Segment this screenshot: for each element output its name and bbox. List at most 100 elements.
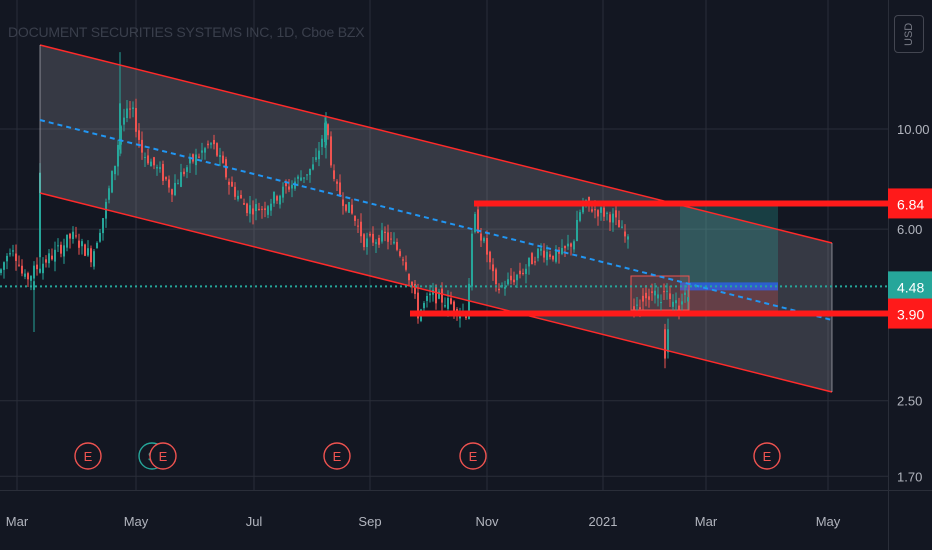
candle-body: [537, 248, 539, 259]
candle-body: [255, 204, 257, 212]
candle-body: [138, 130, 140, 140]
candle-body: [318, 150, 320, 160]
candle-body: [594, 209, 596, 211]
candle-body: [678, 305, 680, 312]
candle-body: [123, 117, 125, 125]
earnings-marker: [323, 442, 351, 470]
candle-body: [0, 269, 2, 273]
candle-body: [675, 300, 677, 304]
candle-body: [72, 231, 74, 240]
candle-body: [357, 225, 359, 227]
candle-body: [126, 108, 128, 119]
x-tick-label: Nov: [475, 514, 499, 529]
price-label-text: 6.84: [897, 196, 924, 212]
candle-body: [291, 184, 293, 189]
candle-body: [3, 262, 5, 270]
candle-body: [6, 255, 8, 262]
candle-body: [258, 208, 260, 211]
candle-body: [48, 253, 50, 264]
candle-body: [81, 241, 83, 247]
candle-body: [363, 234, 365, 248]
candle-body: [39, 268, 41, 273]
candle-body: [402, 259, 404, 261]
candle-body: [93, 251, 95, 267]
candle-body: [576, 220, 578, 242]
candle-body: [408, 274, 410, 281]
candle-body: [165, 177, 167, 180]
candle-body: [447, 298, 449, 309]
candle-body: [600, 207, 602, 213]
candle-body: [210, 143, 212, 145]
candle-body: [534, 261, 536, 263]
candle-body: [414, 283, 416, 294]
candle-body: [267, 206, 269, 215]
candle-body: [183, 171, 185, 175]
candle-body: [54, 249, 56, 262]
candle-body: [246, 203, 248, 214]
candle-body: [399, 251, 401, 256]
candle-body: [102, 218, 104, 234]
candle-body: [486, 238, 488, 255]
position-loss-zone: [680, 286, 778, 314]
candle-body: [45, 259, 47, 263]
candle-body: [264, 208, 266, 211]
candle-body: [435, 285, 437, 304]
y-tick-label: 6.00: [897, 222, 922, 237]
candle-body: [372, 233, 374, 243]
candle-body: [144, 156, 146, 158]
candle-body: [333, 170, 335, 179]
candle-body: [483, 238, 485, 242]
candle-body: [423, 303, 425, 309]
earnings-marker-label: E: [333, 449, 342, 464]
candle-body: [252, 208, 254, 215]
candle-body: [99, 232, 101, 242]
earnings-marker: [149, 442, 177, 470]
candle-body: [618, 220, 620, 228]
candle-body: [177, 183, 179, 185]
candle-body: [282, 186, 284, 198]
candle-body: [657, 294, 659, 299]
candle-body: [325, 121, 327, 146]
candle-body: [213, 139, 215, 145]
candle-body: [411, 281, 413, 288]
candle-body: [51, 255, 53, 260]
candle-body: [480, 233, 482, 241]
candle-body: [504, 287, 506, 289]
candle-body: [426, 296, 428, 301]
candle-body: [510, 275, 512, 281]
candle-body: [186, 167, 188, 172]
candle-body: [664, 329, 666, 359]
candle-body: [348, 202, 350, 213]
candle-body: [525, 268, 527, 274]
x-tick-label: May: [816, 514, 841, 529]
candle-body: [309, 168, 311, 175]
candle-body: [366, 238, 368, 248]
chart-title: DOCUMENT SECURITIES SYSTEMS INC, 1D, Cbo…: [8, 24, 365, 40]
currency-badge[interactable]: USD: [894, 15, 924, 53]
candle-body: [21, 265, 23, 274]
candle-body: [564, 245, 566, 249]
candle-body: [591, 209, 593, 212]
candle-body: [549, 254, 551, 257]
candle-body: [597, 210, 599, 217]
earnings-marker-label: E: [159, 449, 168, 464]
candle-body: [153, 157, 155, 166]
x-tick-label: 2021: [589, 514, 618, 529]
candle-body: [453, 301, 455, 311]
candle-body: [687, 297, 689, 302]
candle-body: [119, 103, 121, 150]
candle-body: [231, 181, 233, 187]
candle-body: [84, 244, 86, 256]
candle-body: [33, 265, 35, 279]
candle-body: [234, 186, 236, 197]
candle-body: [645, 292, 647, 299]
x-tick-label: Sep: [358, 514, 381, 529]
candle-body: [582, 202, 584, 213]
candle-body: [369, 233, 371, 236]
candle-body: [450, 298, 452, 304]
candle-body: [228, 181, 230, 185]
candle-body: [60, 244, 62, 254]
candle-body: [522, 272, 524, 274]
candle-body: [297, 176, 299, 179]
